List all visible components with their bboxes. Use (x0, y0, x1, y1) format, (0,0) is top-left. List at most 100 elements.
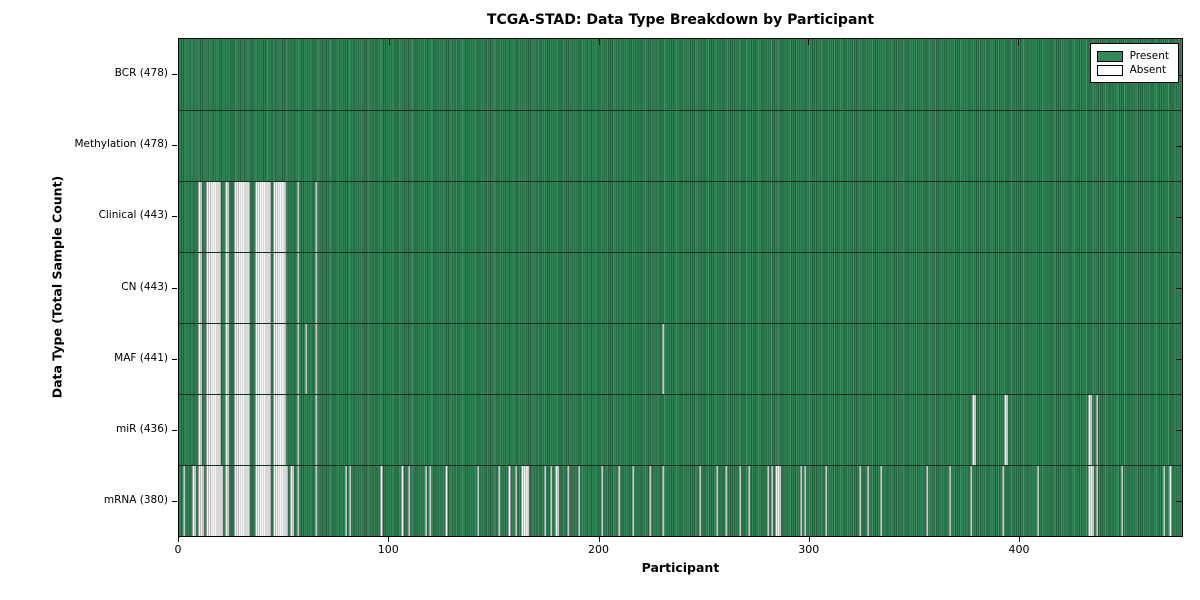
x-tick-mark-top (598, 39, 600, 45)
absent-stripe (497, 466, 501, 536)
absent-stripe (225, 395, 230, 465)
absent-stripe (290, 466, 295, 536)
legend-label: Absent (1129, 64, 1167, 76)
absent-stripe (1095, 466, 1099, 536)
absent-stripe (1087, 395, 1092, 465)
absent-stripe (254, 253, 272, 323)
x-tick-mark (178, 537, 179, 542)
absent-stripe (206, 395, 221, 465)
absent-stripe (879, 466, 882, 536)
absent-stripe (926, 466, 929, 536)
heat-row-mrna (179, 465, 1182, 536)
absent-stripe (233, 395, 251, 465)
absent-stripe (445, 466, 448, 536)
absent-stripe (254, 324, 272, 394)
absent-stripe (225, 466, 230, 536)
absent-stripe (770, 466, 773, 536)
absent-stripe (550, 466, 553, 536)
absent-stripe (254, 466, 272, 536)
heat-row-methylation (179, 110, 1182, 181)
y-tick-label-mrna: mRNA (380) (103, 494, 168, 507)
absent-stripe (183, 466, 186, 536)
absent-stripe (567, 466, 570, 536)
y-tick-mark (172, 430, 177, 432)
absent-stripe (315, 182, 318, 252)
y-tick-mark-right (1176, 145, 1182, 147)
absent-stripe (197, 466, 205, 536)
absent-stripe (315, 324, 318, 394)
absent-stripe (521, 466, 530, 536)
absent-stripe (1095, 395, 1099, 465)
absent-stripe (233, 466, 251, 536)
heat-row-clinical (179, 181, 1182, 252)
absent-stripe (273, 253, 286, 323)
absent-stripe (296, 466, 299, 536)
absent-stripe (1121, 466, 1124, 536)
absent-stripe (296, 182, 299, 252)
x-tick-mark-top (808, 39, 810, 45)
absent-stripe (949, 466, 952, 536)
absent-stripe (401, 466, 404, 536)
x-tick-mark-top (388, 39, 390, 45)
absent-stripe (804, 466, 807, 536)
absent-stripe (554, 466, 559, 536)
x-axis-label: Participant (641, 560, 720, 575)
absent-stripe (544, 466, 547, 536)
legend-swatch-absent (1096, 64, 1123, 76)
absent-stripe (273, 395, 286, 465)
y-tick-mark-right (1176, 429, 1182, 431)
x-tick-mark (1019, 537, 1020, 542)
y-tick-mark-right (1176, 358, 1182, 360)
y-tick-mark-right (1176, 216, 1182, 218)
plot-area: Present Absent (178, 38, 1183, 537)
absent-stripe (315, 395, 318, 465)
absent-stripe (972, 395, 977, 465)
absent-stripe (197, 324, 203, 394)
absent-stripe (304, 324, 307, 394)
legend-entry-present: Present (1096, 50, 1169, 62)
absent-stripe (617, 466, 620, 536)
absent-stripe (273, 182, 286, 252)
y-tick-mark (172, 501, 177, 503)
absent-stripe (867, 466, 870, 536)
absent-stripe (632, 466, 635, 536)
absent-stripe (296, 324, 299, 394)
heat-row-cn (179, 252, 1182, 323)
absent-stripe (206, 466, 224, 536)
absent-stripe (233, 182, 251, 252)
heat-row-maf (179, 323, 1182, 394)
x-tick-mark (598, 537, 600, 542)
absent-stripe (206, 253, 221, 323)
absent-stripe (600, 466, 603, 536)
absent-stripe (225, 182, 230, 252)
y-tick-label-cn: CN (443) (121, 280, 168, 293)
absent-stripe (273, 466, 289, 536)
absent-stripe (380, 466, 383, 536)
absent-stripe (739, 466, 742, 536)
absent-stripe (661, 324, 664, 394)
absent-stripe (254, 182, 272, 252)
legend-entry-absent: Absent (1096, 64, 1169, 76)
absent-stripe (514, 466, 517, 536)
absent-stripe (233, 324, 251, 394)
y-tick-mark (172, 73, 177, 75)
y-tick-label-mir: miR (436) (115, 423, 168, 436)
absent-stripe (716, 466, 719, 536)
legend-label: Present (1129, 50, 1169, 62)
heat-row-mir (179, 394, 1182, 465)
absent-stripe (197, 253, 203, 323)
x-tick-label: 400 (1008, 543, 1030, 556)
absent-stripe (508, 466, 511, 536)
y-tick-mark-right (1176, 500, 1182, 502)
y-tick-label-bcr: BCR (478) (114, 66, 168, 79)
y-tick-label-maf: MAF (441) (114, 351, 168, 364)
absent-stripe (766, 466, 769, 536)
absent-stripe (348, 466, 352, 536)
absent-stripe (1169, 466, 1172, 536)
absent-stripe (1037, 466, 1040, 536)
x-tick-mark (808, 537, 810, 542)
absent-stripe (296, 253, 299, 323)
absent-stripe (197, 395, 203, 465)
y-tick-mark (172, 144, 177, 146)
absent-stripe (970, 466, 973, 536)
